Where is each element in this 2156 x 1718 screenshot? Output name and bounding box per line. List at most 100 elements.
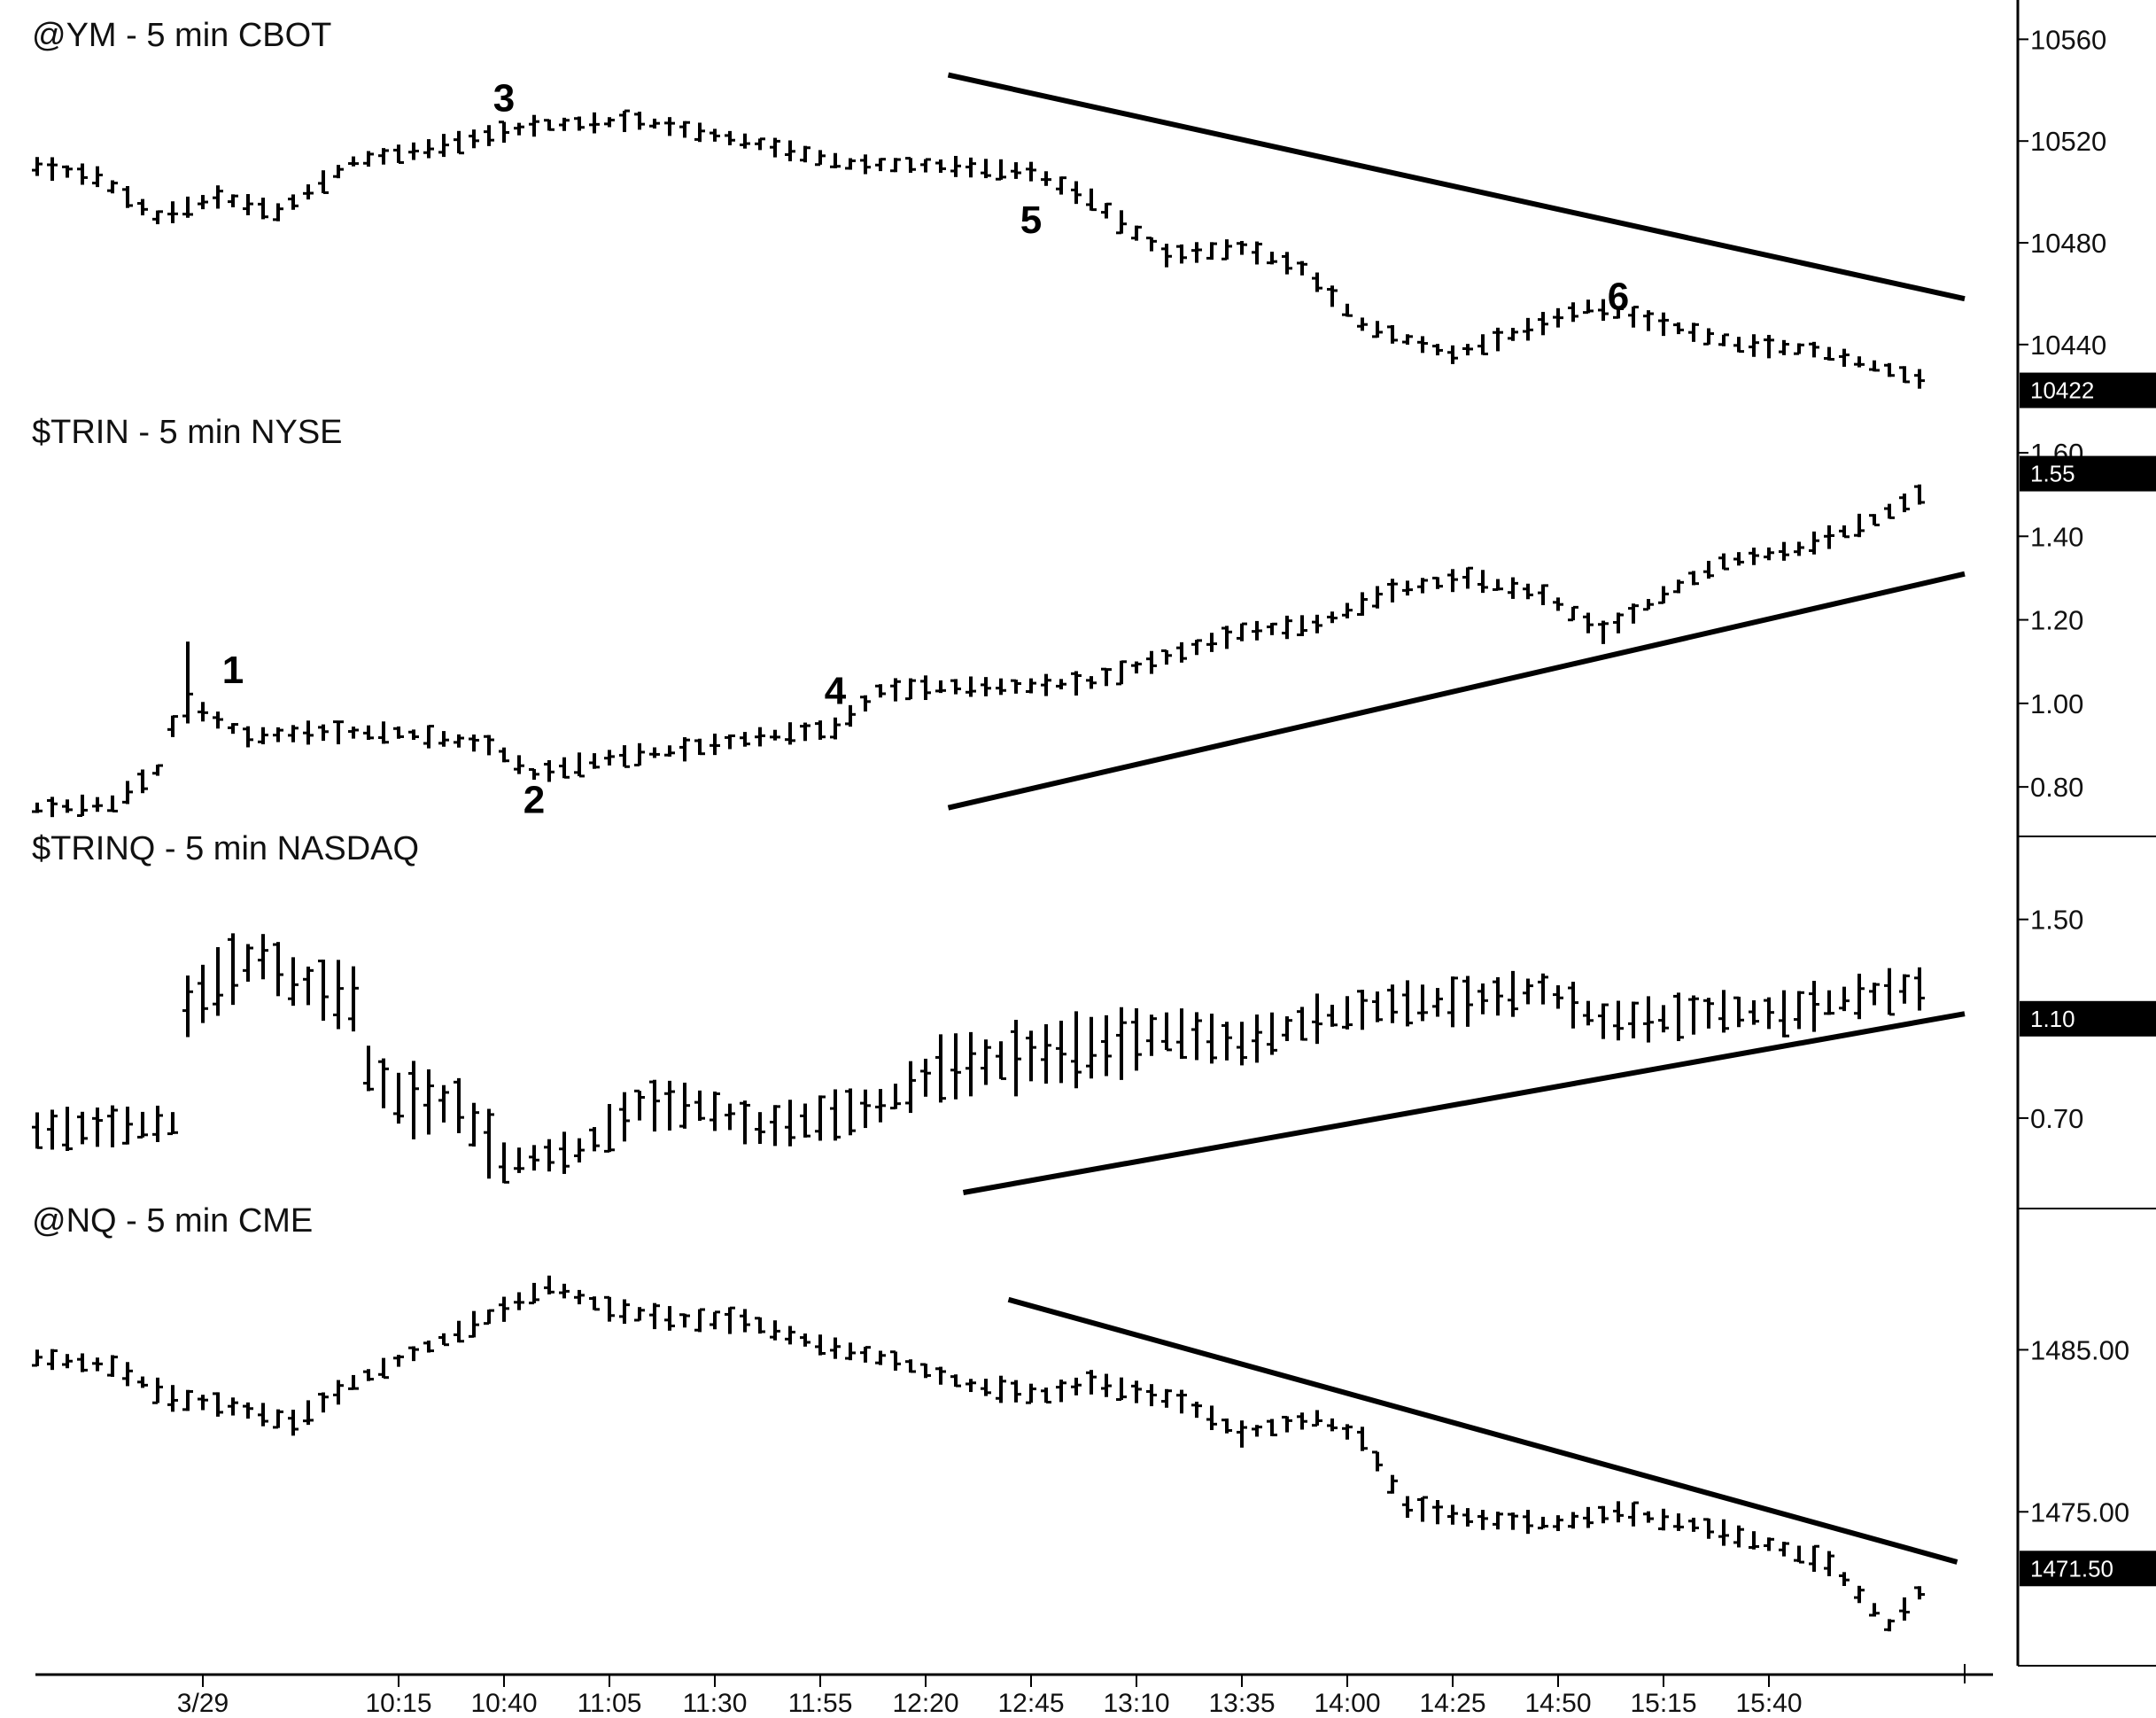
ohlc-bar (1477, 1510, 1488, 1530)
ohlc-bar (1553, 1515, 1563, 1532)
last-value-label-ym: 10422 (2030, 377, 2094, 404)
ohlc-bar (1237, 1420, 1247, 1448)
ohlc-bar (1809, 1544, 1819, 1572)
ohlc-bar (1779, 990, 1789, 1038)
ohlc-bar (438, 1084, 449, 1123)
ohlc-bar (1026, 1383, 1036, 1404)
ohlc-bar (1688, 995, 1699, 1035)
ohlc-bar (1447, 1504, 1458, 1525)
ohlc-bar (77, 1353, 88, 1372)
ohlc-bar (1869, 514, 1880, 527)
ohlc-bar (1161, 1388, 1172, 1408)
ohlc-bar (1643, 996, 1654, 1043)
ohlc-bar (122, 781, 133, 805)
ohlc-bar (228, 933, 238, 1006)
ohlc-bar (1342, 996, 1353, 1030)
ohlc-bar (348, 966, 359, 1032)
ohlc-bar (303, 1400, 314, 1426)
ohlc-bar (1703, 998, 1714, 1029)
ohlc-bar (755, 137, 765, 151)
ohlc-bar (1839, 1572, 1850, 1587)
ohlc-bar (935, 680, 946, 694)
ohlc-bar (167, 1385, 178, 1412)
ohlc-bar (950, 1033, 961, 1100)
ohlc-bar (1056, 1020, 1066, 1084)
x-tick-label: 10:40 (470, 1689, 537, 1718)
ohlc-bar (288, 1410, 299, 1436)
ohlc-bar (1312, 1410, 1322, 1427)
last-value-label-trin: 1.55 (2030, 461, 2075, 487)
ohlc-bar (1432, 1499, 1443, 1525)
ohlc-bar (860, 1089, 871, 1129)
ohlc-bar (1523, 1510, 1533, 1535)
ohlc-bar (1056, 679, 1066, 690)
ohlc-bar (1432, 576, 1443, 589)
ohlc-bar (1041, 1388, 1051, 1404)
ohlc-bar (1598, 1003, 1609, 1039)
ohlc-bar (966, 157, 976, 178)
ohlc-bar (574, 1138, 585, 1162)
ohlc-bar (1071, 181, 1082, 205)
ohlc-bar (966, 1031, 976, 1097)
ohlc-bar (1252, 620, 1262, 641)
ohlc-bar (122, 1362, 133, 1387)
ohlc-bar (875, 684, 886, 698)
ohlc-bar (1658, 586, 1669, 604)
ohlc-bar (1733, 996, 1744, 1028)
x-tick-label: 10:15 (365, 1689, 431, 1718)
ohlc-bar (1342, 602, 1353, 618)
ohlc-bar (1312, 272, 1322, 292)
ohlc-bar (469, 735, 479, 752)
ohlc-bar (198, 702, 208, 722)
last-value-box-nq (2020, 1551, 2156, 1587)
ohlc-bar (363, 725, 374, 740)
ohlc-bar (1101, 667, 1112, 687)
annotation-4: 4 (825, 670, 847, 713)
ohlc-bar (544, 759, 555, 782)
ohlc-bar (318, 960, 329, 1022)
ohlc-bar (574, 1289, 585, 1305)
ohlc-bar (182, 196, 193, 218)
ohlc-bar (303, 184, 314, 200)
ohlc-bar (1733, 552, 1744, 566)
ohlc-bar (1146, 237, 1157, 252)
ohlc-bar (1191, 1012, 1202, 1061)
ohlc-bar (1372, 1450, 1383, 1472)
ohlc-bar (1809, 531, 1819, 555)
ohlc-bar (905, 157, 916, 174)
ohlc-bar (348, 156, 359, 167)
ohlc-bar (1086, 1016, 1097, 1079)
ohlc-bar (258, 1403, 268, 1426)
ohlc-bar (1221, 239, 1232, 260)
ohlc-bar (1583, 1506, 1594, 1528)
x-tick-label: 12:45 (997, 1689, 1064, 1718)
ohlc-bar (1267, 252, 1277, 265)
ohlc-bar (137, 1376, 148, 1388)
ohlc-bar (589, 1127, 600, 1152)
ohlc-bar (318, 170, 329, 194)
ohlc-bar (529, 1145, 539, 1171)
ohlc-bar (62, 165, 73, 178)
ohlc-bar (1387, 324, 1398, 344)
ohlc-bar (966, 676, 976, 697)
ohlc-bar (905, 678, 916, 701)
ohlc-bar (725, 734, 735, 750)
ohlc-bar (92, 1357, 103, 1372)
ohlc-bar (499, 1296, 509, 1322)
ohlc-bar (152, 764, 163, 776)
y-tick-label-trinq: 0.70 (2030, 1103, 2083, 1134)
ohlc-bar (860, 695, 871, 711)
ohlc-bar (333, 165, 344, 179)
ohlc-bar (815, 720, 826, 740)
ohlc-bar (122, 1106, 133, 1145)
ohlc-bar (1086, 676, 1097, 689)
ohlc-bar (77, 794, 88, 818)
ohlc-bar (1131, 1380, 1142, 1403)
ohlc-bar (1749, 334, 1759, 357)
ohlc-bar (830, 152, 841, 168)
ohlc-bar (1056, 176, 1066, 195)
ohlc-bar (1899, 1597, 1910, 1621)
ohlc-bar (1538, 1516, 1548, 1530)
ohlc-bar (1914, 369, 1925, 389)
